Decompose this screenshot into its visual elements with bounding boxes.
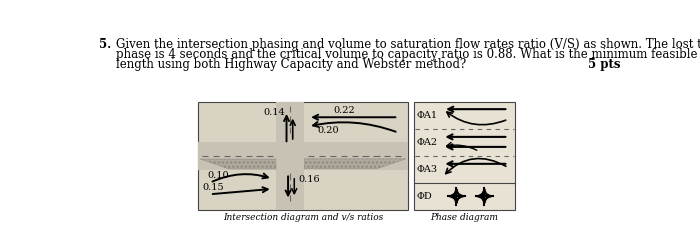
Text: 0.20: 0.20 — [318, 127, 339, 136]
Text: 0.15: 0.15 — [202, 183, 224, 192]
Bar — [198, 142, 407, 170]
Text: Phase diagram: Phase diagram — [430, 213, 498, 223]
Polygon shape — [200, 159, 276, 169]
Text: ΦA1: ΦA1 — [417, 111, 438, 120]
Text: 0.22: 0.22 — [333, 106, 355, 115]
Text: length using both Highway Capacity and Webster method?: length using both Highway Capacity and W… — [116, 57, 466, 71]
Text: ΦA2: ΦA2 — [417, 138, 438, 147]
Text: 5 pts: 5 pts — [588, 57, 621, 71]
Text: phase is 4 seconds and the critical volume to capacity ratio is 0.88. What is th: phase is 4 seconds and the critical volu… — [116, 48, 700, 61]
Text: 0.10: 0.10 — [208, 171, 230, 180]
Text: 0.14: 0.14 — [263, 108, 285, 117]
Text: Given the intersection phasing and volume to saturation flow rates ratio (V/S) a: Given the intersection phasing and volum… — [116, 38, 700, 51]
Text: 0.16: 0.16 — [298, 175, 320, 184]
Polygon shape — [304, 159, 406, 169]
Text: ΦD: ΦD — [417, 192, 433, 201]
Bar — [198, 102, 407, 210]
Bar — [276, 102, 304, 210]
Text: Intersection diagram and v/s ratios: Intersection diagram and v/s ratios — [223, 213, 383, 223]
Text: ΦA3: ΦA3 — [417, 165, 438, 174]
Bar — [414, 102, 514, 210]
Text: 5.: 5. — [99, 38, 111, 51]
